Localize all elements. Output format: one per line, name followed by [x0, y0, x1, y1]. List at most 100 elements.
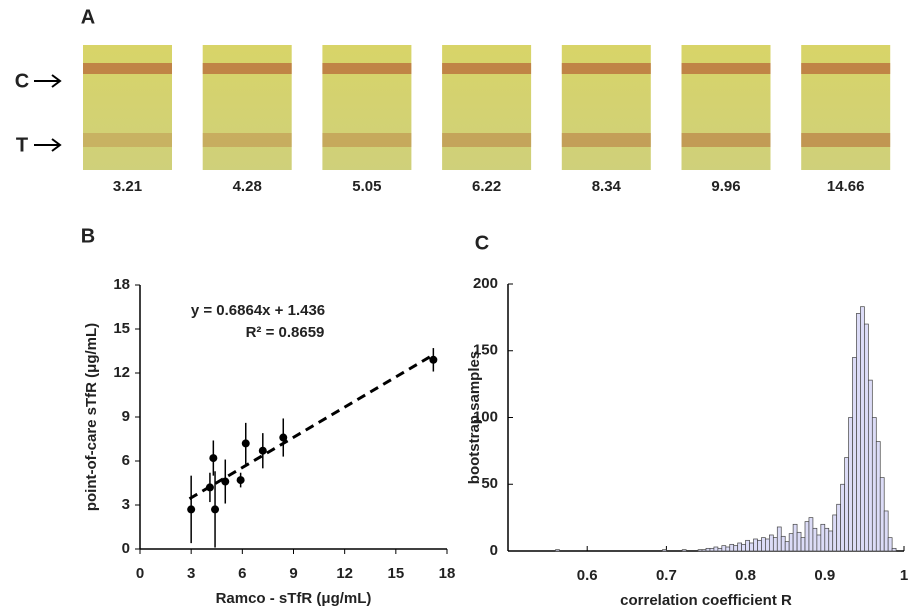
histogram-bar — [733, 545, 739, 552]
histogram-bar — [769, 534, 774, 552]
arrows — [34, 74, 62, 152]
histogram-bar — [681, 549, 687, 552]
x-axis-label: Ramco - sTfR (μg/mL) — [216, 590, 372, 607]
y-tick-label: 200 — [473, 275, 498, 292]
x-tick-label: 1 — [900, 567, 908, 584]
histogram-bar — [820, 523, 826, 552]
histogram-bar — [848, 417, 853, 552]
strip-value: 5.05 — [352, 178, 381, 195]
data-point — [211, 505, 220, 514]
histogram-bar — [891, 547, 897, 552]
c-label: C — [15, 70, 29, 92]
histogram-bar — [868, 379, 873, 552]
control-line — [202, 63, 292, 74]
histogram-bar — [800, 537, 806, 552]
histogram-bar — [713, 546, 719, 552]
histogram-bar — [555, 549, 560, 552]
strip-value: 8.34 — [592, 178, 622, 195]
histogram-bar — [792, 523, 798, 552]
y-tick-label: 12 — [113, 364, 130, 381]
y-axis-label: point-of-care sTfR (μg/mL) — [83, 323, 100, 511]
y-tick-label: 18 — [113, 276, 130, 293]
data-point — [205, 483, 214, 492]
y-tick-label: 6 — [122, 452, 130, 469]
histogram-bar — [749, 542, 754, 552]
histogram-bar — [875, 441, 881, 552]
control-line — [561, 63, 651, 74]
data-point — [241, 439, 250, 448]
histogram-bar — [765, 538, 770, 552]
histogram-bar — [721, 545, 727, 552]
x-tick-label: 15 — [387, 565, 404, 582]
histogram-bar — [705, 547, 711, 552]
panel-label: A — [81, 6, 95, 28]
histogram-bar — [662, 549, 667, 552]
x-tick-label: 0.9 — [814, 567, 835, 584]
x-tick-label: 12 — [336, 565, 353, 582]
test-line — [442, 133, 532, 147]
x-tick-label: 3 — [187, 565, 195, 582]
histogram-bar — [737, 542, 742, 552]
histogram-bar — [871, 417, 877, 552]
test-line — [801, 133, 891, 147]
x-tick-label: 6 — [238, 565, 246, 582]
x-tick-label: 0.7 — [656, 567, 677, 584]
y-tick-label: 100 — [473, 408, 498, 425]
test-line — [202, 133, 292, 147]
histogram-bar — [776, 526, 782, 552]
histogram-bar — [757, 539, 762, 552]
histogram-bar — [697, 549, 703, 552]
y-tick-label: 15 — [113, 320, 130, 337]
histogram-bar — [836, 503, 841, 552]
y-tick-label: 3 — [122, 496, 130, 513]
histogram-bar — [784, 541, 790, 552]
control-line — [801, 63, 891, 74]
x-tick-label: 0.6 — [577, 567, 598, 584]
annotation: R² = 0.8659 — [246, 324, 325, 341]
histogram-bar — [709, 547, 715, 552]
data-point — [209, 454, 218, 463]
y-tick-label: 0 — [122, 540, 130, 557]
data-point — [187, 505, 196, 514]
histogram-bar — [816, 534, 822, 552]
histogram-bar — [828, 530, 834, 552]
histogram-bar — [824, 527, 830, 552]
panel-label: B — [81, 225, 95, 247]
panel-label: C — [475, 232, 489, 254]
histogram-bar — [832, 514, 838, 552]
control-line — [83, 63, 172, 74]
histogram-bar — [864, 323, 869, 552]
t-label: T — [16, 134, 28, 156]
histogram-bar — [812, 527, 818, 552]
histogram-bar — [808, 517, 814, 552]
control-line — [442, 63, 532, 74]
x-tick-label: 0 — [136, 565, 144, 582]
histogram-bar — [840, 483, 845, 552]
histogram-bar — [717, 547, 723, 552]
strip-value: 9.96 — [711, 178, 740, 195]
control-line — [681, 63, 771, 74]
histogram-bar — [860, 306, 865, 552]
histogram-bar — [852, 357, 857, 552]
histogram-bar — [761, 537, 766, 552]
x-tick-label: 18 — [439, 565, 456, 582]
x-axis-label: correlation coefficient R — [620, 592, 792, 609]
histogram-bar — [879, 477, 885, 552]
control-line — [322, 63, 412, 74]
data-point — [236, 476, 245, 485]
y-tick-label: 9 — [122, 408, 130, 425]
test-line — [322, 133, 412, 147]
x-tick-label: 0.8 — [735, 567, 756, 584]
histogram-bar — [741, 543, 746, 552]
annotation: y = 0.6864x + 1.436 — [191, 302, 325, 319]
data-point — [429, 355, 438, 364]
histogram-bar — [788, 533, 794, 552]
y-tick-label: 150 — [473, 342, 498, 359]
data-point — [258, 446, 267, 455]
histogram-bar — [745, 539, 750, 552]
histogram-bar — [772, 537, 778, 552]
histogram-bar — [701, 549, 707, 552]
histogram-bar — [796, 531, 802, 552]
strip-value: 6.22 — [472, 178, 501, 195]
histogram-bar — [729, 543, 735, 552]
